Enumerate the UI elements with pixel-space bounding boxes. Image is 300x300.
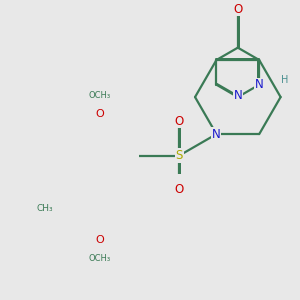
- Text: N: N: [233, 89, 242, 102]
- Text: O: O: [95, 235, 104, 245]
- Text: S: S: [176, 149, 183, 162]
- Text: OCH₃: OCH₃: [88, 91, 111, 100]
- Text: N: N: [212, 128, 221, 141]
- Text: H: H: [281, 75, 289, 85]
- Text: O: O: [95, 109, 104, 119]
- Text: O: O: [233, 3, 242, 16]
- Text: OCH₃: OCH₃: [88, 254, 111, 263]
- Text: CH₃: CH₃: [37, 204, 53, 213]
- Text: N: N: [255, 78, 264, 91]
- Text: O: O: [175, 183, 184, 196]
- Text: O: O: [175, 115, 184, 128]
